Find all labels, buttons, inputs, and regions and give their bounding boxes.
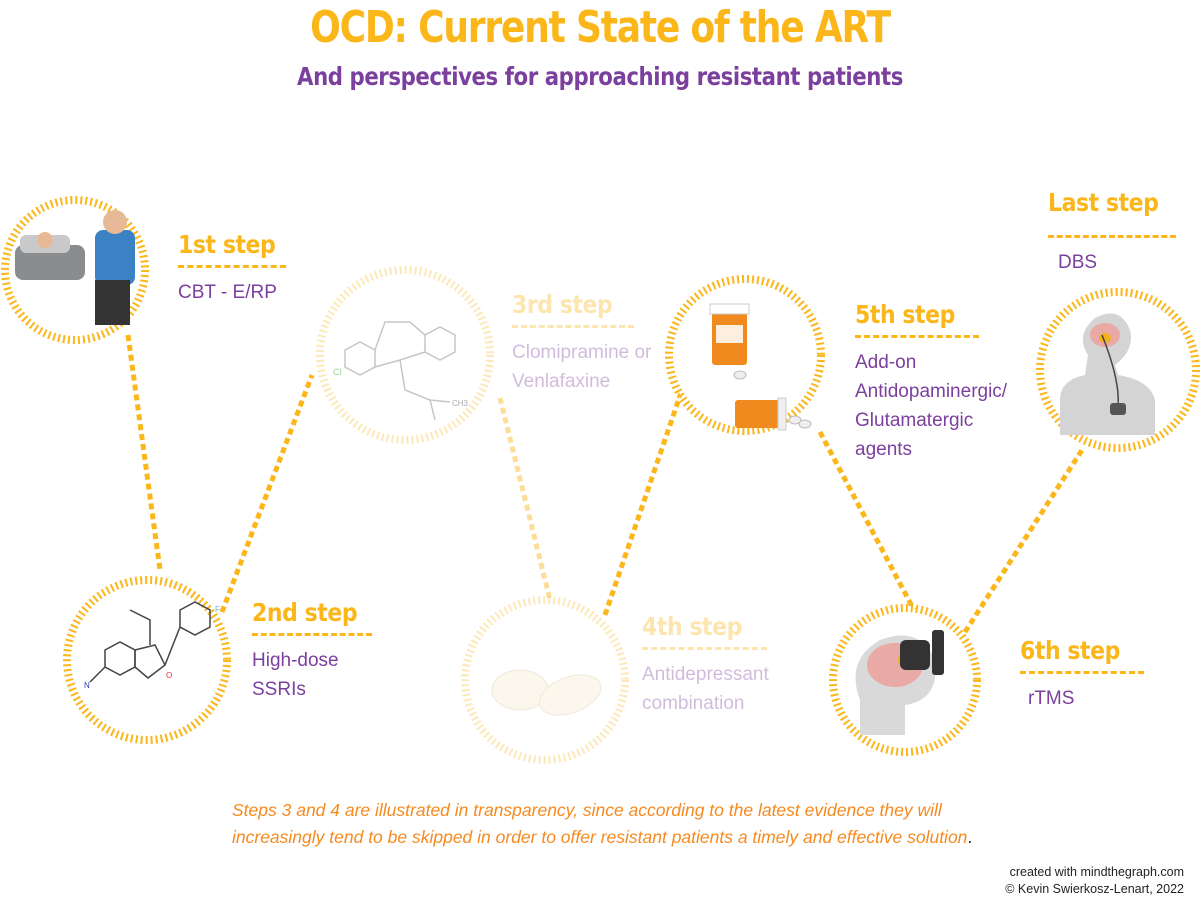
step-heading: 5th step [855, 300, 955, 329]
footnote-period: . [967, 827, 973, 847]
step-heading: Last step [1048, 188, 1159, 217]
step-text: Antidepressant combination [642, 664, 769, 714]
connector-6-last [962, 448, 1085, 634]
step-text: High-dose SSRIs [252, 650, 339, 700]
credit-tool: created with mindthegraph.com [1009, 865, 1184, 879]
step4-circle [461, 596, 629, 764]
step-6: 6th step rTMS [1020, 636, 1144, 713]
molecule-n-label: N [84, 681, 90, 690]
step-heading: 1st step [178, 230, 276, 259]
credit-author: © Kevin Swierkosz-Lenart, 2022 [1005, 882, 1184, 896]
step-1: 1st step CBT - E/RP [178, 230, 286, 307]
connector-5-6 [817, 430, 918, 614]
step-text: DBS [1058, 252, 1098, 273]
dash-divider [855, 335, 979, 338]
page-subtitle: And perspectives for approaching resista… [297, 62, 903, 91]
step-text: Add-on Antidopaminergic/ Glutamatergic a… [855, 352, 1008, 460]
step-text: rTMS [1028, 688, 1075, 709]
step-heading: 2nd step [252, 598, 358, 627]
step-5: 5th step Add-on Antidopaminergic/ Glutam… [855, 300, 1007, 464]
connector-2-3 [219, 374, 315, 613]
pills-icon [491, 669, 602, 716]
step3-circle [316, 266, 494, 444]
step-4: 4th step Antidepressant combination [642, 612, 769, 718]
tms-coil-brain-icon [855, 630, 944, 735]
ssri-molecule-icon [89, 601, 211, 683]
page-title: OCD: Current State of the ART [310, 2, 891, 53]
dash-divider [642, 647, 767, 650]
dash-divider [1020, 671, 1144, 674]
molecule-ch3-label: CH3 [452, 399, 469, 408]
connector-3-4 [497, 397, 553, 601]
dash-divider [252, 633, 372, 636]
psychotherapy-session-icon [15, 210, 135, 325]
footnote: Steps 3 and 4 are illustrated in transpa… [232, 797, 1022, 851]
dash-divider [1048, 235, 1176, 238]
step-last: Last step DBS [1048, 188, 1176, 277]
step-3: 3rd step Clomipramine or Venlafaxine [512, 290, 651, 396]
clomipramine-molecule-icon [344, 321, 456, 421]
molecule-cl-label: Cl [333, 367, 342, 377]
step-heading: 3rd step [512, 290, 613, 319]
footnote-text: Steps 3 and 4 are illustrated in transpa… [232, 800, 968, 847]
step-2: 2nd step High-dose SSRIs [252, 598, 372, 704]
connector-1-2 [125, 334, 163, 571]
credits: created with mindthegraph.com © Kevin Sw… [1005, 864, 1184, 897]
step-text: Clomipramine or Venlafaxine [512, 342, 652, 392]
dash-divider [178, 265, 286, 268]
step-heading: 6th step [1020, 636, 1120, 665]
step2-circle [63, 576, 231, 744]
dash-divider [512, 325, 634, 328]
pill-bottles-icon [709, 303, 812, 431]
connector-4-5 [602, 389, 685, 616]
molecule-o-label: O [166, 671, 172, 680]
dbs-implant-icon [1060, 313, 1155, 435]
step-text: CBT - E/RP [178, 282, 277, 303]
step-heading: 4th step [642, 612, 742, 641]
molecule-f-label: F [215, 605, 220, 614]
